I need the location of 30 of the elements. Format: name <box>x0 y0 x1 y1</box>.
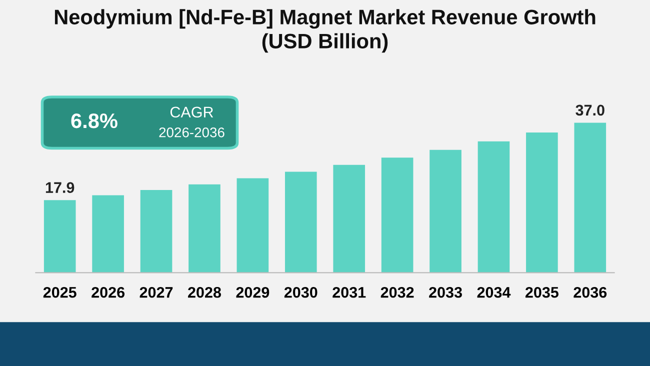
x-tick-label: 2032 <box>380 286 414 298</box>
x-tick-label: 2036 <box>574 286 607 298</box>
bar <box>430 150 462 273</box>
chart-title: Neodymium [Nd-Fe-B] Magnet Market Revenue Growth (USD Billion) <box>54 9 596 53</box>
data-label: 37.0 <box>576 104 604 116</box>
x-tick-label: 2026 <box>92 286 125 298</box>
bar <box>236 178 269 273</box>
bar <box>333 164 366 273</box>
x-tick-label: 2027 <box>140 286 173 298</box>
x-tick-label: 2029 <box>236 286 270 298</box>
bar <box>188 184 220 273</box>
x-tick-label: 2035 <box>525 286 559 298</box>
bar <box>381 158 414 273</box>
bar <box>140 190 172 273</box>
x-tick-label: 2031 <box>332 286 366 298</box>
data-label: 17.9 <box>46 182 74 193</box>
bar <box>284 172 317 273</box>
text: CAGR <box>170 106 214 118</box>
annotation: 6.8% <box>71 113 118 128</box>
bar <box>526 132 558 273</box>
annotation: 2026-2036 <box>159 127 224 138</box>
x-tick-label: 2025 <box>43 286 76 298</box>
bar <box>44 200 76 273</box>
bar <box>574 122 606 273</box>
x-tick-label: 2028 <box>188 286 222 298</box>
bar <box>92 195 124 273</box>
x-tick-label: 2030 <box>284 286 318 298</box>
x-tick-label: 2034 <box>477 286 511 298</box>
bar <box>478 141 510 273</box>
x-tick-label: 2033 <box>429 286 462 298</box>
